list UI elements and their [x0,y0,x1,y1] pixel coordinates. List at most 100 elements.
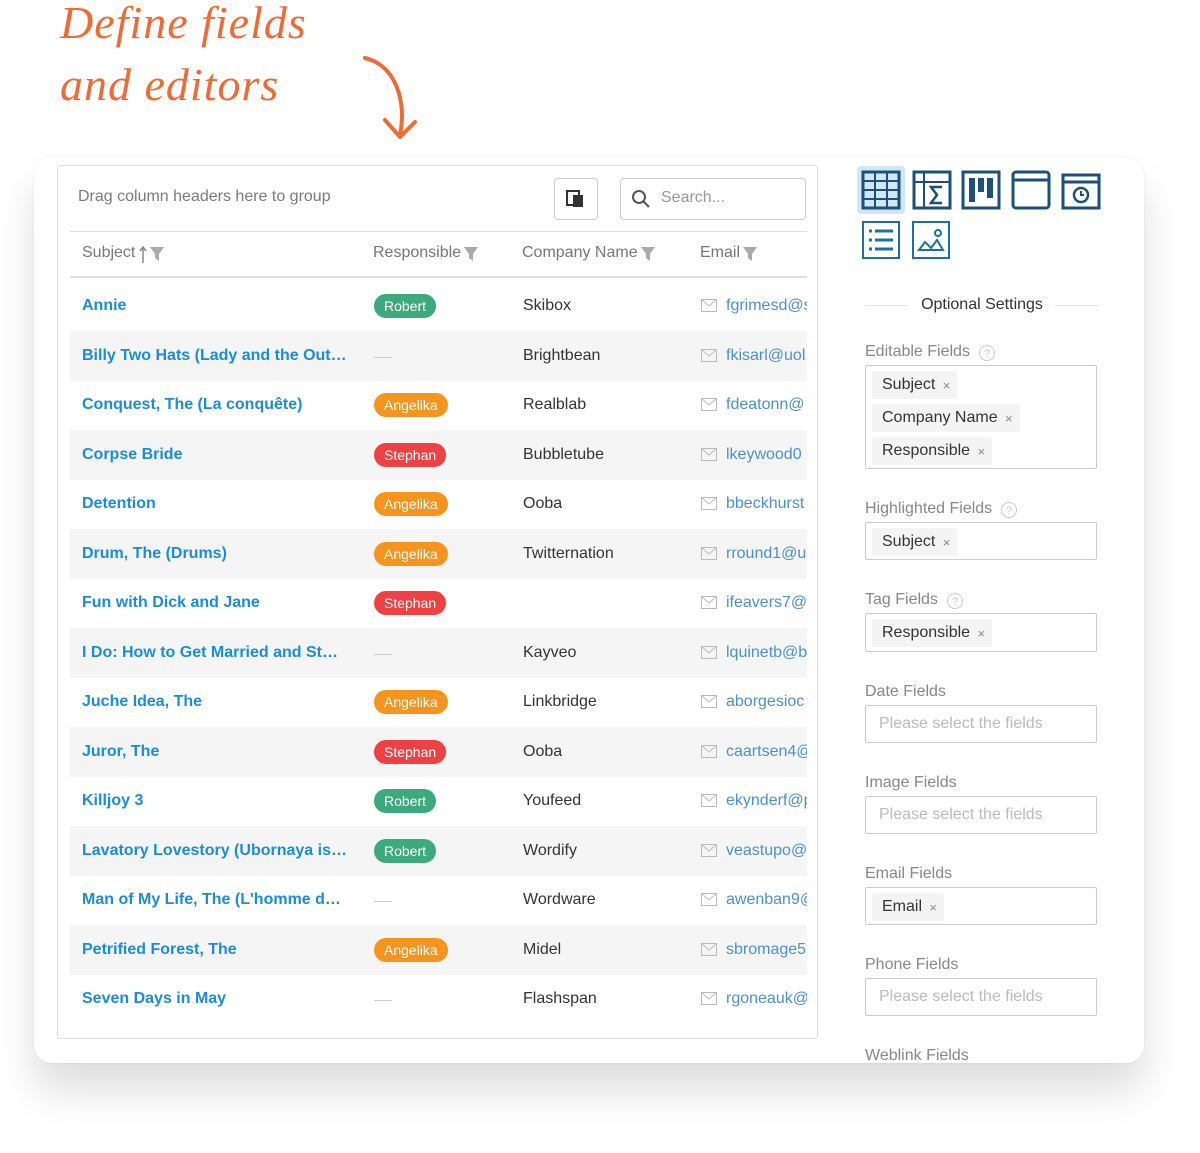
email-link[interactable]: rround1@u [726,544,807,562]
grid-row: Drum, The (Drums) Angelika Twitternation rr… [70,528,807,579]
email-link[interactable]: fdeatonn@ [726,396,805,413]
tag-remove[interactable]: × [942,378,951,393]
subject-link[interactable]: Lavatory Lovestory (Ubornaya is… [82,841,347,859]
subject-link[interactable]: Annie [82,297,127,314]
view-form-icon [1011,170,1051,210]
subject-link[interactable]: Killjoy 3 [82,792,144,809]
column-header[interactable]: Email [700,244,741,261]
email-link[interactable]: caartsen4@ [726,742,807,760]
company-name: Twitternation [523,544,614,562]
subject-link[interactable]: Corpse Bride [82,445,183,463]
view-kanban-button[interactable] [961,170,1001,210]
tag-wrap: Responsible × [866,614,1096,647]
tag-wrap: Subject × [866,366,1096,399]
subject-link[interactable]: Petrified Forest, The [82,940,237,958]
responsible-tag: Robert [374,789,437,813]
column-chooser-button[interactable] [554,178,598,220]
view-form-button[interactable] [1011,170,1051,210]
company-name: Skibox [523,297,572,314]
view-map-button[interactable] [911,220,951,260]
envelope [701,695,717,708]
tag-remove[interactable]: × [1005,411,1013,426]
email-link[interactable]: lkeywood0 [726,445,802,463]
selected-tag: Subject × [872,527,958,556]
email-link[interactable]: ekynderf@p [726,792,807,809]
subject-link[interactable]: Juror, The [82,742,160,760]
responsible-tag: Angelika [374,937,448,962]
filter-icon [150,247,165,261]
grid-body: Subject Responsible Company Name Email Annie… [58,166,817,1038]
subject-link[interactable]: Man of My Life, The (L'homme d… [82,891,341,908]
grid-row: Petrified Forest, The Angelika Midel sbroma… [70,924,807,975]
subject-link[interactable]: I Do: How to Get Married and St… [82,643,339,661]
email-link[interactable]: fgrimesd@s [726,297,807,314]
search-icon [632,190,650,208]
filter-button [463,245,479,268]
tag-remove[interactable]: × [977,626,986,641]
subject-link[interactable]: Conquest, The (La conquête) [82,396,303,413]
view-calendar-button[interactable] [1061,170,1101,210]
subject-link[interactable]: Fun with Dick and Jane [82,594,260,611]
selected-tag: Responsible × [872,619,993,647]
company-name: Kayveo [523,643,577,661]
subject-link[interactable]: Detention [82,495,156,512]
responsible-tag: Angelika [374,690,448,714]
email-link[interactable]: bbeckhurst [726,495,805,512]
subject-link[interactable]: Juche Idea, The [82,693,203,710]
email-link[interactable]: sbromage5 [726,940,807,958]
tag-remove[interactable]: × [929,899,938,915]
annotation-line: and editors [60,59,280,110]
field-select[interactable]: Subject × Company Name × Responsible × [865,365,1097,469]
responsible-tag: Stephan [374,591,447,615]
sort-arrow [139,245,147,263]
email-icon [701,645,717,664]
field-select[interactable]: Responsible × [865,613,1097,652]
field-label: Tag Fields [865,591,938,608]
grid-row: Fun with Dick and Jane Stephan ifeavers7@ [70,578,807,628]
email-icon [701,348,717,367]
column-header[interactable]: Responsible [373,244,462,261]
email-link[interactable]: ifeavers7@ [726,594,807,611]
selected-tag: Company Name × [872,404,1020,432]
field-select[interactable]: Please select the fields [865,795,1097,834]
email-link[interactable]: veastupo@ [726,841,807,859]
view-pivot-button[interactable] [912,170,952,210]
envelope [701,942,717,956]
header-divider [70,276,807,278]
email-link[interactable]: rgoneauk@ [726,990,807,1007]
help-circle: ? [946,593,963,609]
search-box[interactable]: Search... [620,178,806,220]
email-link[interactable]: fkisarl@uol. [726,346,807,364]
filter-icon [640,247,655,261]
email-icon [701,794,717,812]
field-select[interactable]: Please select the fields [865,704,1097,743]
view-list-button[interactable] [861,220,901,260]
svg-text:?: ? [1006,505,1012,517]
email-link[interactable]: aborgesioc [726,693,805,710]
view-map-icon [912,221,950,259]
field-select[interactable]: Subject × [865,521,1097,560]
envelope [701,348,717,362]
column-header[interactable]: Company Name [522,244,638,261]
email-link[interactable]: awenban9@ [726,891,807,908]
field-select[interactable]: Please select the fields [865,978,1097,1016]
view-grid-button[interactable] [857,166,905,214]
company-name: Flashspan [523,990,597,1007]
email-icon [701,447,717,466]
select-placeholder: Please select the fields [879,988,1043,1005]
settings-panel: Optional Settings Editable Fields? Subjec… [855,157,1144,1063]
subject-link[interactable]: Drum, The (Drums) [82,544,227,562]
field-label: Weblink Fields [865,1047,969,1063]
filter-button [149,245,165,268]
subject-link[interactable]: Billy Two Hats (Lady and the Out… [82,346,347,364]
responsible-tag: Angelika [374,541,448,566]
field-select[interactable]: Email × [865,886,1097,925]
tag-remove[interactable]: × [977,444,986,459]
field-label: Phone Fields [865,956,959,973]
email-link[interactable]: lquinetb@b [726,643,807,661]
tag-remove[interactable]: × [942,534,951,550]
settings-fields: Editable Fields? Subject × Company Name × Res… [855,157,1144,1063]
column-header[interactable]: Subject [82,244,136,261]
company-name: Realblab [523,396,587,413]
subject-link[interactable]: Seven Days in May [82,990,227,1007]
